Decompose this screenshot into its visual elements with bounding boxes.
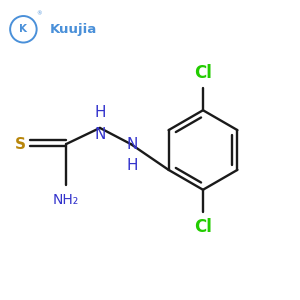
Text: N: N bbox=[127, 136, 138, 152]
Text: S: S bbox=[15, 136, 26, 152]
Text: Cl: Cl bbox=[194, 64, 212, 82]
Text: ®: ® bbox=[37, 11, 42, 16]
Text: Cl: Cl bbox=[194, 218, 212, 236]
Text: H: H bbox=[94, 105, 106, 120]
Text: Kuujia: Kuujia bbox=[50, 23, 97, 36]
Text: N: N bbox=[94, 127, 106, 142]
Text: K: K bbox=[20, 24, 27, 34]
Text: NH₂: NH₂ bbox=[53, 193, 79, 207]
Text: H: H bbox=[127, 158, 138, 173]
